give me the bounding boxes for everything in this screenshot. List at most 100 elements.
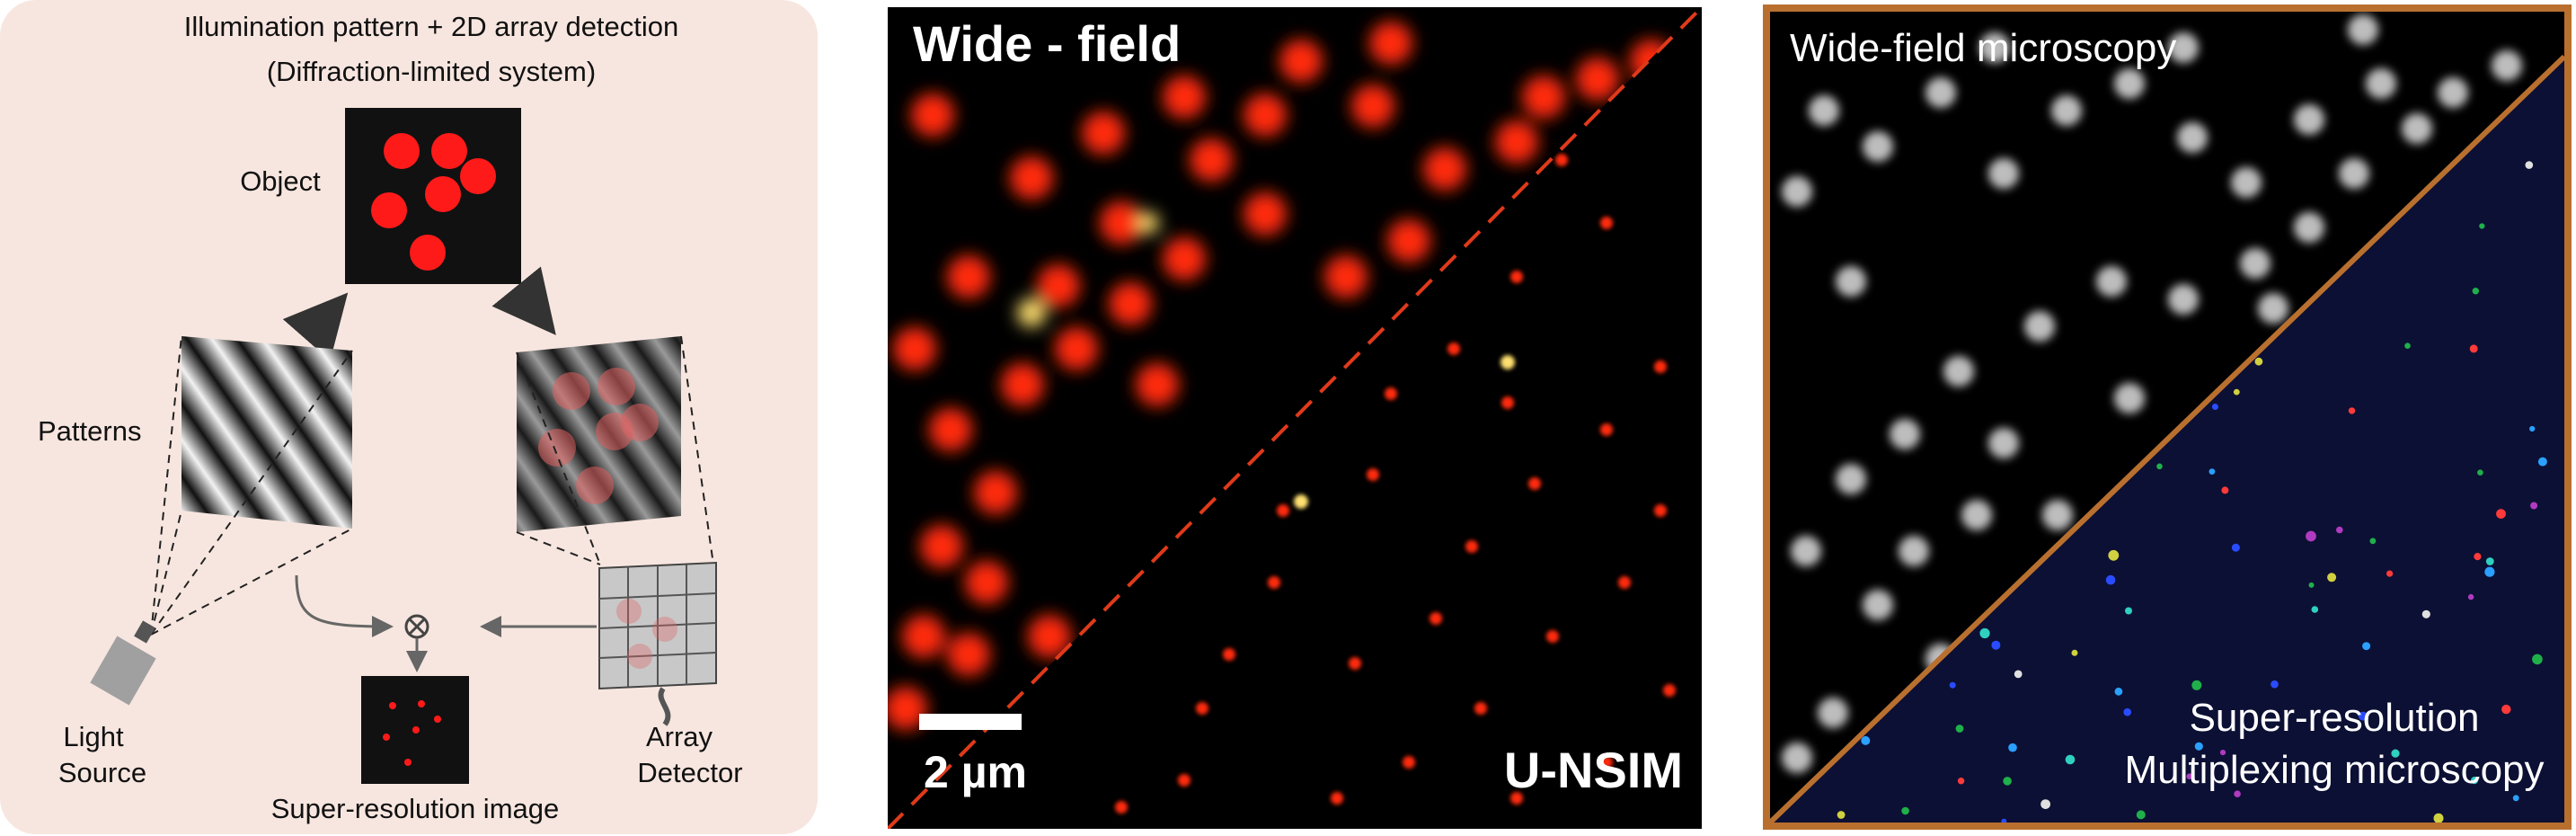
multiplexed-spot xyxy=(2529,425,2536,432)
multiplexed-spot xyxy=(1949,681,1956,689)
unsim-comparison-image: Wide - field 2 µm U-NSIM xyxy=(888,7,1702,829)
multiplexed-spot xyxy=(2525,161,2534,169)
multiplexed-spot xyxy=(2254,357,2263,366)
multiplexed-spot xyxy=(2040,799,2050,809)
wide-field-spot xyxy=(1037,264,1080,307)
u-nsim-spot xyxy=(1430,612,1442,625)
multiplexed-spot xyxy=(2136,810,2146,820)
multiplexed-spot xyxy=(2271,680,2279,689)
u-nsim-spot xyxy=(1277,504,1289,517)
wide-field-spot xyxy=(1163,76,1206,119)
multiplexed-spot xyxy=(2537,457,2547,467)
multiplexed-spot xyxy=(2485,557,2494,565)
wide-field-spot xyxy=(1082,111,1125,155)
multiplexed-spot xyxy=(2501,704,2511,715)
grey-spot xyxy=(2294,212,2324,243)
u-nsim-spot xyxy=(1663,684,1676,697)
arrow-pattern-to-object xyxy=(282,292,349,361)
arrow-pattern-to-mixer xyxy=(295,574,394,637)
multiplexing-image: Wide-field microscopy Super-resolution M… xyxy=(1770,12,2564,823)
wide-field-spot xyxy=(1387,219,1430,262)
multiplexed-colored-spots xyxy=(1837,161,2547,823)
multiplexed-spot xyxy=(2421,609,2430,618)
array-detector-label-1: Array xyxy=(646,721,713,752)
wide-field-spot xyxy=(974,471,1017,514)
u-nsim-spot xyxy=(1367,468,1379,481)
grey-spot xyxy=(2042,500,2073,530)
wide-field-spot xyxy=(1001,363,1044,406)
grey-spot xyxy=(1899,536,1929,566)
wide-field-spot xyxy=(1351,84,1394,128)
multiplexed-spot xyxy=(2369,538,2377,545)
multiplexed-spot xyxy=(2156,463,2163,470)
multiplexed-spot xyxy=(2071,649,2078,656)
wide-field-spot xyxy=(1028,615,1071,658)
grey-spot xyxy=(2168,284,2199,315)
multiplexed-spot xyxy=(2211,404,2218,410)
wide-field-spot xyxy=(1495,120,1538,164)
multiplexed-spot xyxy=(1955,725,1964,733)
multiplexed-spot xyxy=(2191,680,2202,690)
grey-spot xyxy=(1943,356,1974,387)
multiplexed-spot xyxy=(2474,553,2482,561)
multiplexed-spot xyxy=(2348,407,2356,414)
setup-diagram-panel: Illumination pattern + 2D array detectio… xyxy=(0,0,818,834)
grey-spot xyxy=(1890,419,1920,449)
multiply-icon xyxy=(404,614,429,639)
multiplexed-spot xyxy=(2065,754,2076,765)
multiplexed-spot xyxy=(2404,342,2411,350)
u-nsim-spot xyxy=(1196,702,1208,715)
multiplexed-spot xyxy=(2123,707,2131,716)
grey-spot xyxy=(2114,383,2145,414)
multiplexed-spot xyxy=(2234,790,2241,797)
grey-spot xyxy=(1836,266,1866,297)
multiplexed-spot xyxy=(2186,773,2193,779)
wide-field-spot xyxy=(902,615,945,658)
modulated-object xyxy=(517,336,681,532)
multiplexed-spot xyxy=(2484,566,2495,577)
multiplexed-spot xyxy=(1957,778,1965,785)
multiplexed-spot xyxy=(2003,777,2012,786)
multiplexed-spot xyxy=(2530,502,2538,510)
wide-field-spot xyxy=(1324,255,1368,298)
grey-spot xyxy=(1988,158,2019,189)
multiplexed-spot xyxy=(2467,593,2474,600)
grey-spot xyxy=(2294,104,2324,135)
grey-spot xyxy=(2402,113,2432,144)
grey-spot xyxy=(1925,77,1956,108)
grey-spot xyxy=(1782,743,1812,773)
wide-field-spot xyxy=(929,408,972,451)
u-nsim-spot xyxy=(1178,774,1191,787)
diagonal-divider xyxy=(1770,54,2564,823)
wide-field-spot xyxy=(947,255,990,298)
multiplexed-spot xyxy=(1979,627,1990,639)
u-nsim-spot xyxy=(1600,217,1613,229)
u-nsim-spot xyxy=(1510,792,1523,805)
patterns-label: Patterns xyxy=(38,415,141,447)
light-source-icon xyxy=(90,620,156,706)
illumination-pattern xyxy=(181,336,352,529)
wide-field-spot xyxy=(1138,212,1159,234)
multiplexed-spot xyxy=(2358,711,2368,721)
u-nsim-spot xyxy=(1528,477,1541,490)
multiplexed-spot xyxy=(2472,288,2479,295)
grey-spot xyxy=(1791,536,1821,566)
multiplexed-spot xyxy=(2008,743,2017,752)
wide-field-spot xyxy=(911,93,954,137)
multiplexed-spot xyxy=(2477,469,2483,476)
wide-field-spot xyxy=(1190,138,1233,182)
multiplexed-spot xyxy=(1837,811,1846,819)
grey-spot xyxy=(2348,14,2378,45)
u-nsim-spot xyxy=(1654,360,1667,373)
grey-spot xyxy=(1863,590,1893,620)
grey-spot xyxy=(1988,428,2019,458)
u-nsim-spot xyxy=(1546,630,1559,643)
multiplexing-panel: Wide-field microscopy Super-resolution M… xyxy=(1763,4,2572,830)
wide-field-spot xyxy=(920,525,963,568)
multiplexed-spot xyxy=(2327,573,2337,583)
u-nsim-spot xyxy=(1294,494,1308,509)
super-resolution-image xyxy=(361,676,469,784)
multiplexed-spot xyxy=(2014,670,2023,679)
unsim-comparison-panel: Wide - field 2 µm U-NSIM xyxy=(888,7,1702,829)
wide-field-spot xyxy=(1010,156,1053,200)
